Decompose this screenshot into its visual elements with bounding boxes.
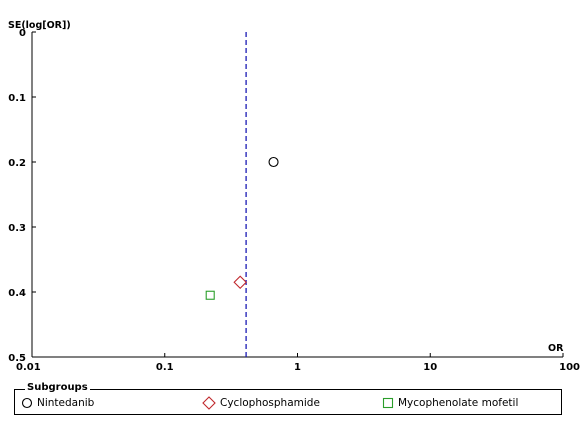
x-tick-label: 100: [559, 362, 580, 373]
x-tick-label: 1: [294, 362, 301, 373]
y-tick-label: 0.1: [8, 93, 26, 104]
legend: Subgroups Nintedanib Cyclophosphamide My…: [14, 382, 562, 415]
diamond-marker-icon: [202, 396, 216, 410]
point-square: [205, 290, 215, 300]
legend-item-nintedanib: Nintedanib: [21, 396, 94, 410]
y-tick-label: 0.2: [8, 158, 26, 169]
y-tick-label: 0.5: [8, 353, 26, 364]
x-tick-label: 0.1: [156, 362, 174, 373]
y-tick-label: 0: [19, 28, 26, 39]
legend-label: Cyclophosphamide: [220, 397, 320, 409]
x-tick-label: 10: [423, 362, 437, 373]
y-tick-label: 0.3: [8, 223, 26, 234]
point-diamond: [233, 275, 247, 290]
point-circle: [268, 156, 279, 168]
plot-area: 0 0.1 0.2 0.3 0.4 0.50.01 0.1 1 10 100 SE(log[OR]…: [8, 20, 580, 373]
y-tick-label: 0.4: [8, 288, 26, 299]
x-axis-title: OR: [548, 343, 564, 354]
legend-item-mycophenolate-mofetil: Mycophenolate mofetil: [382, 396, 518, 410]
legend-label: Mycophenolate mofetil: [398, 397, 519, 409]
legend-label: Nintedanib: [37, 397, 95, 409]
data-points: [205, 156, 279, 300]
legend-item-cyclophosphamide: Cyclophosphamide: [202, 396, 320, 410]
legend-title: Subgroups: [25, 382, 90, 394]
y-axis-title: SE(log[OR]): [8, 20, 71, 31]
axes: 0 0.1 0.2 0.3 0.4 0.50.01 0.1 1 10 100: [8, 28, 580, 373]
square-marker-icon: [382, 397, 394, 409]
x-tick-label: 0.01: [16, 362, 41, 373]
circle-marker-icon: [21, 397, 33, 409]
